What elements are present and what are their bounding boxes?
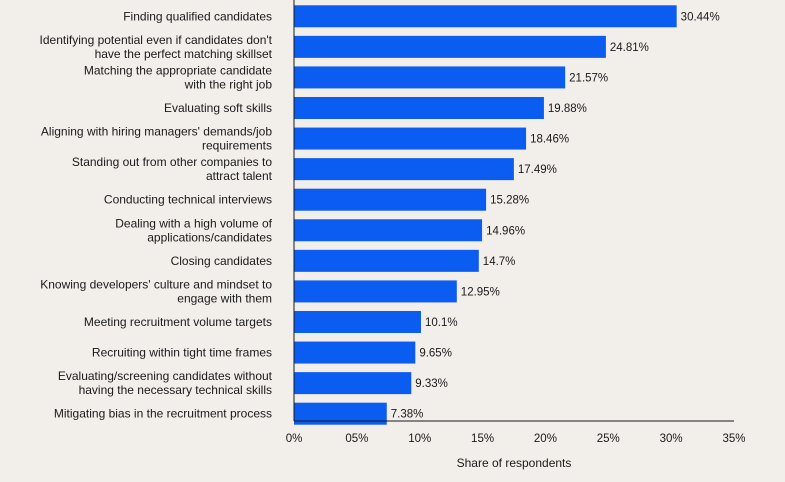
category-label: attract talent — [206, 169, 273, 183]
value-labels: 30.44% 24.81% 21.57% 19.88% 18.46% 17.49% 15.2… — [391, 11, 720, 420]
x-tick-label: 10% — [408, 433, 431, 445]
category-label: Meeting recruitment volume targets — [84, 315, 272, 329]
bar — [294, 66, 566, 89]
x-tick-label: 25% — [597, 433, 620, 445]
category-label: Evaluating/screening candidates without — [58, 369, 273, 383]
category-label: Recruiting within tight time frames — [92, 346, 272, 360]
bar-value-label: 14.7% — [483, 256, 516, 268]
x-tick-label: 0% — [286, 433, 303, 445]
bars-group — [294, 5, 677, 425]
bar-value-label: 9.65% — [419, 348, 452, 360]
bar — [294, 5, 677, 28]
bar — [294, 249, 479, 272]
bar — [294, 341, 416, 364]
bar — [294, 219, 483, 242]
x-tick-label: 35% — [722, 433, 745, 445]
bar — [294, 35, 606, 58]
category-label: with the right job — [184, 77, 273, 91]
x-tick-label: 05% — [345, 433, 368, 445]
category-label: Aligning with hiring managers' demands/j… — [41, 125, 272, 139]
bar-value-label: 21.57% — [569, 72, 608, 84]
bar-value-label: 30.44% — [681, 11, 720, 23]
bar — [294, 127, 527, 150]
category-label: engage with them — [177, 291, 272, 305]
bar-value-label: 18.46% — [530, 134, 569, 146]
x-tick-label: 20% — [534, 433, 557, 445]
category-label: Closing candidates — [171, 254, 272, 268]
bar — [294, 158, 514, 181]
category-label: having the necessary technical skills — [79, 383, 272, 397]
bar-value-label: 24.81% — [610, 42, 649, 54]
category-label: Finding qualified candidates — [123, 9, 272, 23]
category-label: Evaluating soft skills — [164, 101, 272, 115]
category-label: requirements — [202, 139, 272, 153]
bar-value-label: 14.96% — [486, 225, 525, 237]
category-label: applications/candidates — [147, 230, 272, 244]
category-label: Knowing developers' culture and mindset … — [40, 277, 272, 291]
category-label: Conducting technical interviews — [104, 193, 272, 207]
bar-value-label: 17.49% — [518, 164, 557, 176]
category-labels: Finding qualified candidates Identifying … — [40, 9, 273, 420]
x-axis-title: Share of respondents — [457, 456, 572, 470]
category-label: Identifying potential even if candidates… — [40, 33, 273, 47]
bar — [294, 402, 387, 425]
bar — [294, 188, 487, 211]
bar — [294, 96, 544, 119]
x-tick-label: 30% — [660, 433, 683, 445]
bar — [294, 372, 412, 395]
bar-value-label: 10.1% — [425, 317, 458, 329]
x-tick-labels: 0% 05% 10% 15% 20% 25% 30% 35% — [286, 433, 746, 445]
x-tick-label: 15% — [471, 433, 494, 445]
category-label: have the perfect matching skillset — [95, 47, 273, 61]
bar-value-label: 15.28% — [490, 195, 529, 207]
bar-value-label: 12.95% — [461, 286, 500, 298]
bar — [294, 280, 457, 303]
bar-value-label: 7.38% — [391, 409, 424, 421]
bar-value-label: 9.33% — [415, 378, 448, 390]
bar-value-label: 19.88% — [548, 103, 587, 115]
category-label: Standing out from other companies to — [72, 155, 272, 169]
category-label: Dealing with a high volume of — [115, 216, 272, 230]
category-label: Matching the appropriate candidate — [84, 63, 272, 77]
category-label: Mitigating bias in the recruitment proce… — [54, 407, 272, 421]
bar — [294, 310, 421, 333]
